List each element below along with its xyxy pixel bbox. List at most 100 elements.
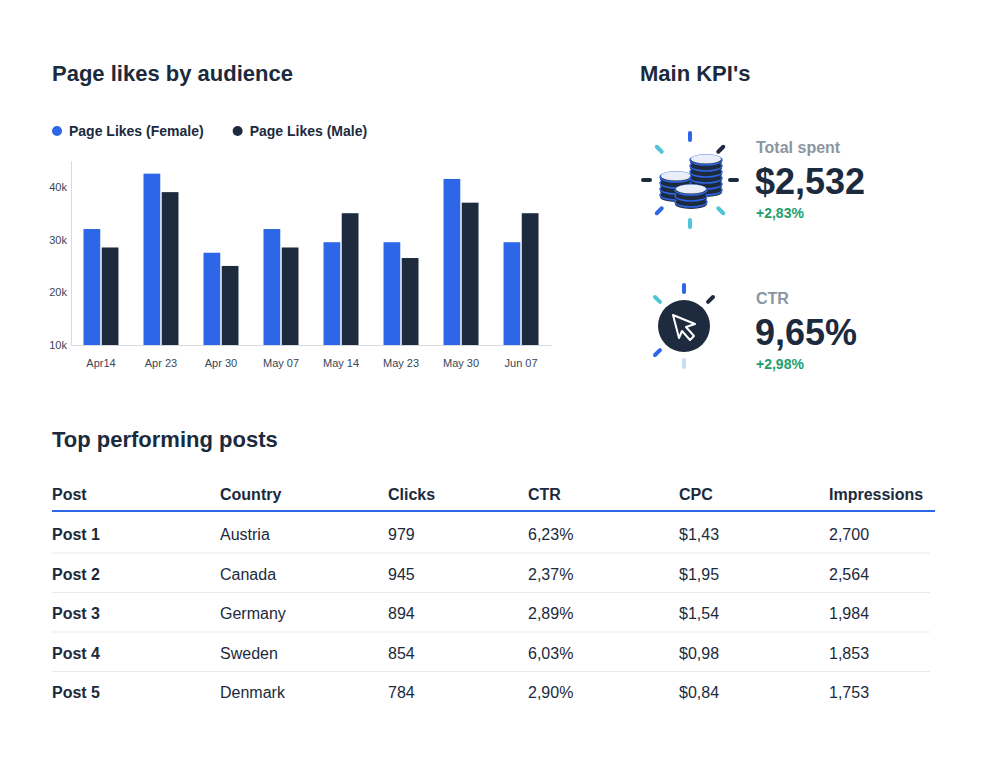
table-cell: 894 <box>388 605 415 622</box>
row-rule <box>52 553 930 554</box>
x-tick-label: May 07 <box>263 357 299 369</box>
y-tick-label: 40k <box>49 181 67 193</box>
x-tick: May 07 <box>263 345 299 369</box>
table-header: Country <box>220 486 281 503</box>
table-cell: 1,753 <box>829 684 869 701</box>
table-cell: Post 1 <box>52 526 100 543</box>
x-tick-label: Apr 23 <box>145 357 177 369</box>
table-cell: 979 <box>388 526 415 543</box>
table-cell: 945 <box>388 566 415 583</box>
header-rule <box>52 510 935 512</box>
table-cell: Post 5 <box>52 684 100 701</box>
icon-ray <box>657 208 662 213</box>
table-cell: 2,90% <box>528 684 573 701</box>
icon-ray <box>708 297 713 302</box>
table-header: CPC <box>679 486 713 503</box>
page: Page likes by audience 10k 20k 30k 40k Apr14 A… <box>0 0 992 763</box>
table-header: Post <box>52 486 87 503</box>
row-rule <box>52 671 930 672</box>
x-axis-line <box>72 345 552 346</box>
bar <box>102 247 119 345</box>
coin-edge <box>660 172 692 182</box>
table: Top performing postsPostCountryClicksCTR… <box>52 427 935 701</box>
bar <box>162 192 179 345</box>
row-rule <box>52 592 930 593</box>
kpi-value: 9,65% <box>755 312 857 353</box>
table-cell: 1,853 <box>829 645 869 662</box>
bar <box>504 242 521 345</box>
bar <box>203 253 220 345</box>
table-cell: Germany <box>220 605 286 622</box>
table-cell: 6,23% <box>528 526 573 543</box>
table-cell: 2,700 <box>829 526 869 543</box>
kpi: CTR9,65%+2,98% <box>755 290 857 372</box>
x-tick: Jun 07 <box>505 345 538 369</box>
kpi-title: Main KPI's <box>640 61 750 86</box>
cursor-arrow <box>673 315 695 340</box>
table-row: Post 1Austria9796,23%$1,432,700 <box>52 526 930 553</box>
coin-top <box>691 155 721 164</box>
bar-series <box>83 174 520 345</box>
table-cell: 6,03% <box>528 645 573 662</box>
kpi: Total spent$2,532+2,83% <box>755 139 865 221</box>
x-tick-label: May 30 <box>443 357 479 369</box>
chart-title: Page likes by audience <box>52 61 293 86</box>
bar <box>324 242 341 345</box>
table-cell: Denmark <box>220 684 286 701</box>
bar <box>342 213 359 345</box>
table-cell: Austria <box>220 526 270 543</box>
y-tick: 10k <box>49 339 71 351</box>
legend-label: Page Likes (Male) <box>250 123 368 139</box>
x-tick: Apr14 <box>86 345 115 369</box>
table-cell: 854 <box>388 645 415 662</box>
dashboard: Page likes by audience 10k 20k 30k 40k Apr14 A… <box>0 0 992 763</box>
coins-icon <box>643 133 737 227</box>
x-tick: May 14 <box>323 345 359 369</box>
bar <box>444 179 461 345</box>
y-axis: 10k 20k 30k 40k <box>49 161 71 351</box>
table-cell: Canada <box>220 566 276 583</box>
y-tick-label: 30k <box>49 234 67 246</box>
legend: Page Likes (Female) Page Likes (Male) <box>52 123 367 139</box>
row-rule <box>52 632 930 633</box>
icon-ray <box>643 178 650 182</box>
table-cell: 1,984 <box>829 605 869 622</box>
table-cell: 2,89% <box>528 605 573 622</box>
icon-ray <box>682 360 686 367</box>
coin-edge <box>690 155 722 165</box>
coin-edge <box>675 185 707 195</box>
icon-ray <box>718 147 723 152</box>
legend-swatch <box>233 126 243 136</box>
y-tick: 40k <box>49 181 71 193</box>
icon-ray <box>730 178 737 182</box>
bar <box>402 258 419 345</box>
table-row: Post 5Denmark7842,90%$0,841,753 <box>52 684 869 701</box>
x-axis: Apr14Apr 23Apr 30May 07May 14May 23May 3… <box>72 345 552 369</box>
x-tick-label: Apr14 <box>86 357 115 369</box>
table-cell: Post 2 <box>52 566 100 583</box>
x-tick: May 30 <box>443 345 479 369</box>
table-cell: Post 3 <box>52 605 100 622</box>
kpi-label: Total spent <box>756 139 841 156</box>
x-tick-label: May 23 <box>383 357 419 369</box>
table-cell: 784 <box>388 684 415 701</box>
bar <box>462 203 479 345</box>
bar <box>143 174 160 345</box>
bar <box>282 247 299 345</box>
bar <box>222 266 239 345</box>
y-tick-label: 20k <box>49 286 67 298</box>
legend-swatch <box>52 126 62 136</box>
table-cell: $1,95 <box>679 566 719 583</box>
x-tick-label: May 14 <box>323 357 359 369</box>
bar <box>522 213 539 345</box>
table-row: Post 2Canada9452,37%$1,952,564 <box>52 566 930 593</box>
bar <box>384 242 401 345</box>
legend-label: Page Likes (Female) <box>69 123 204 139</box>
y-tick-label: 10k <box>49 339 67 351</box>
table-cell: Post 4 <box>52 645 100 662</box>
bar-series <box>102 192 539 345</box>
x-tick: Apr 23 <box>145 345 177 369</box>
icon-ray <box>682 285 686 292</box>
cursor-icon <box>655 285 713 367</box>
coin-top <box>676 185 706 194</box>
